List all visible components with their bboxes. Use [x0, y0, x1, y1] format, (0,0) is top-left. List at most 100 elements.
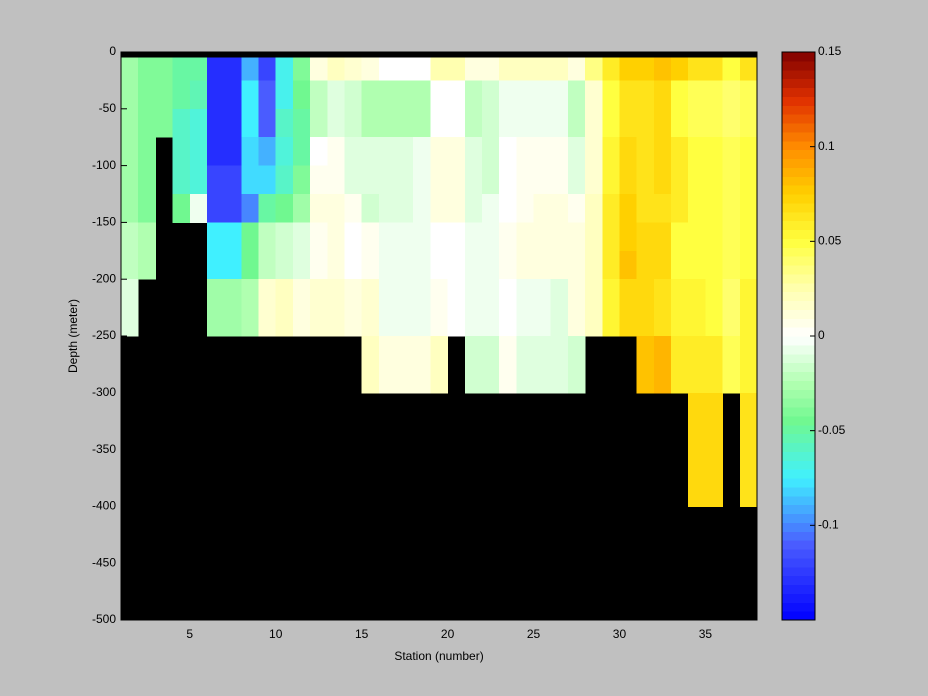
heatmap-cell — [241, 80, 260, 110]
heatmap-cell — [361, 108, 380, 138]
heatmap-cell — [430, 222, 449, 252]
heatmap-cell — [688, 222, 706, 252]
heatmap-cell — [602, 222, 620, 252]
heatmap-cell — [447, 194, 466, 223]
heatmap-cell — [189, 194, 208, 223]
heatmap-cell — [705, 108, 724, 138]
y-tick-label: -400 — [92, 499, 116, 513]
heatmap-cell — [189, 108, 208, 138]
heatmap-cell — [550, 137, 569, 167]
heatmap-cell — [688, 307, 706, 337]
x-tick-label: 35 — [699, 627, 713, 641]
heatmap-cell — [705, 250, 724, 280]
heatmap-cell — [688, 108, 706, 138]
colorbar-swatch — [782, 344, 815, 355]
heatmap-cell — [739, 364, 758, 394]
heatmap-cell — [481, 80, 500, 110]
colorbar-swatch — [782, 557, 815, 568]
heatmap-cell — [653, 165, 672, 195]
heatmap-cell — [688, 194, 706, 223]
colorbar-swatch — [782, 185, 815, 195]
colorbar-swatch — [782, 531, 815, 541]
heatmap-cell — [567, 80, 586, 110]
heatmap-cell — [206, 250, 225, 280]
colorbar-swatch — [782, 220, 815, 230]
heatmap-cell — [636, 364, 655, 394]
heatmap-cell — [258, 108, 277, 138]
heatmap-cell — [653, 250, 672, 280]
colorbar-swatch — [782, 407, 815, 417]
heatmap-cell — [275, 250, 294, 280]
colorbar-swatch — [782, 273, 815, 284]
heatmap-cell — [138, 80, 156, 110]
heatmap-cell — [413, 108, 431, 138]
heatmap-cell — [121, 279, 139, 309]
heatmap-cell — [516, 336, 535, 365]
heatmap-cell — [378, 165, 397, 195]
colorbar-swatch — [782, 353, 815, 364]
y-tick-label: 0 — [109, 44, 116, 58]
heatmap-cell — [413, 194, 431, 223]
x-axis-label: Station (number) — [394, 649, 483, 663]
colorbar-swatch — [782, 398, 815, 408]
heatmap-cell — [396, 108, 414, 138]
heatmap-cell — [688, 80, 706, 110]
heatmap-cell — [224, 108, 242, 138]
heatmap-cell — [258, 165, 277, 195]
heatmap-cell — [155, 108, 174, 138]
colorbar-swatch — [782, 513, 815, 523]
heatmap-cell — [430, 307, 449, 337]
x-tick-label: 25 — [527, 627, 541, 641]
heatmap-cell — [275, 165, 294, 195]
heatmap-cell — [567, 137, 586, 167]
heatmap-cell — [602, 57, 620, 81]
heatmap-cell — [464, 137, 483, 167]
y-tick-label: -200 — [92, 271, 116, 285]
colorbar-swatch — [782, 602, 815, 612]
heatmap-cell — [671, 222, 689, 252]
heatmap-cell — [499, 336, 517, 365]
heatmap-cell — [533, 364, 552, 394]
heatmap-cell — [688, 421, 706, 451]
colorbar-tick-label: 0.1 — [818, 139, 835, 153]
heatmap-cell — [705, 421, 724, 451]
heatmap-cell — [739, 279, 758, 309]
colorbar-swatch — [782, 52, 815, 62]
heatmap-cell — [481, 336, 500, 365]
heatmap-cell — [585, 250, 603, 280]
heatmap-cell — [653, 80, 672, 110]
heatmap-cell — [550, 80, 569, 110]
heatmap-cell — [739, 449, 758, 479]
heatmap-cell — [533, 165, 552, 195]
heatmap-cell — [121, 222, 139, 252]
heatmap-cell — [550, 336, 569, 365]
heatmap-cell — [739, 137, 758, 167]
heatmap-cell — [722, 165, 741, 195]
heatmap-cell — [636, 336, 655, 365]
heatmap-cell — [688, 392, 706, 422]
heatmap-cell — [292, 165, 311, 195]
heatmap-cell — [516, 307, 535, 337]
heatmap-cell — [567, 222, 586, 252]
heatmap-cell — [705, 222, 724, 252]
heatmap-cell — [567, 57, 586, 81]
heatmap-cell — [499, 250, 517, 280]
colorbar-tick-label: -0.1 — [818, 518, 839, 532]
heatmap-cell — [481, 279, 500, 309]
heatmap-cell — [241, 194, 260, 223]
heatmap-cell — [688, 449, 706, 479]
heatmap-cell — [516, 222, 535, 252]
heatmap-cell — [344, 80, 363, 110]
colorbar-swatch — [782, 584, 815, 594]
heatmap-cell — [550, 279, 569, 309]
heatmap-cell — [653, 336, 672, 365]
heatmap-cell — [396, 336, 414, 365]
heatmap-cell — [516, 57, 535, 81]
heatmap-cell — [722, 108, 741, 138]
heatmap-cell — [121, 80, 139, 110]
heatmap-cell — [671, 165, 689, 195]
x-tick-label: 30 — [613, 627, 627, 641]
heatmap-cell — [653, 137, 672, 167]
heatmap-cell — [567, 336, 586, 365]
colorbar-swatch — [782, 291, 815, 301]
